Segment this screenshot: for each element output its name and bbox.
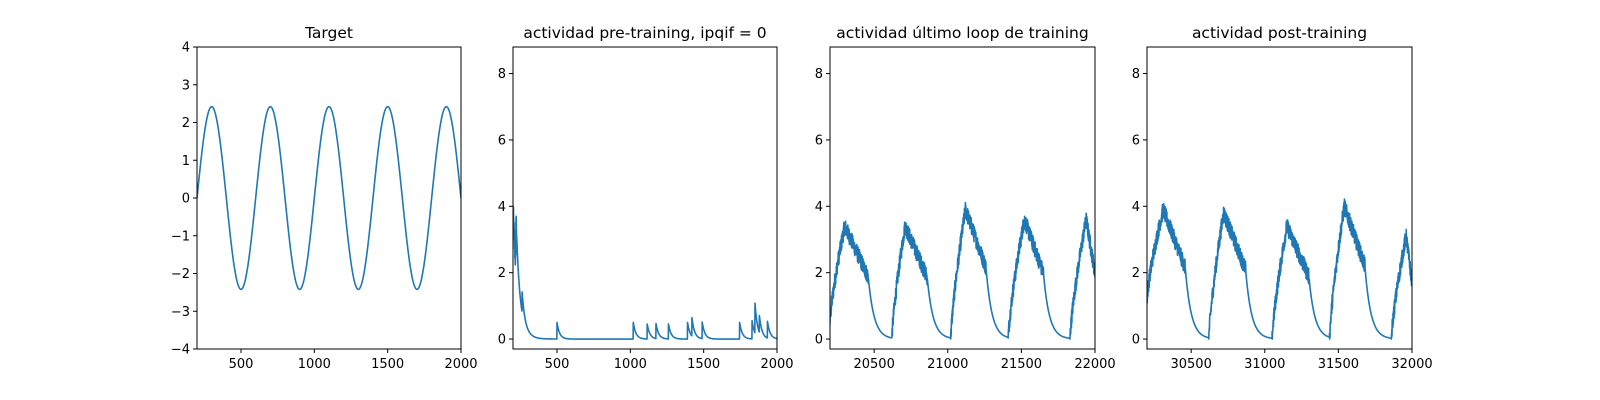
x-tick-label: 1500 (687, 357, 720, 372)
x-tick-label: 1000 (298, 357, 331, 372)
panel-title: actividad pre-training, ipqif = 0 (523, 24, 766, 42)
y-tick-label: −1 (171, 229, 190, 244)
x-tick-label: 2000 (760, 357, 793, 372)
y-tick-label: 4 (1132, 200, 1140, 215)
y-tick-label: 4 (815, 200, 823, 215)
x-tick-label: 32000 (1391, 357, 1432, 372)
x-tick-label: 20500 (853, 357, 894, 372)
series-line (513, 205, 777, 340)
y-tick-label: 2 (182, 116, 190, 131)
subplot: 30500 31000 31500 32000 0 2 4 6 8 (1132, 46, 1433, 372)
x-tick-label: 21000 (927, 357, 968, 372)
y-tick-label: −3 (171, 305, 190, 320)
y-tick-label: −2 (171, 267, 190, 282)
y-tick-label: 1 (182, 154, 190, 169)
x-tick-label: 2000 (444, 357, 477, 372)
y-tick-label: 8 (815, 67, 823, 82)
panel-title: Target (304, 24, 353, 42)
y-tick-label: 6 (815, 133, 823, 148)
y-tick-label: 0 (498, 333, 506, 348)
y-tick-label: 4 (182, 41, 190, 56)
x-tick-label: 31000 (1244, 357, 1285, 372)
series-line (197, 105, 461, 291)
axes-frame (1146, 46, 1413, 350)
y-tick-label: 6 (498, 133, 506, 148)
x-tick-label: 1000 (614, 357, 647, 372)
axes-frame (512, 46, 778, 350)
x-tick-label: 1500 (371, 357, 404, 372)
subplot: 500 1000 1500 2000 0 2 4 6 8 (498, 46, 794, 372)
x-tick-label: 500 (545, 357, 570, 372)
y-tick-label: 8 (498, 67, 506, 82)
y-tick-label: 0 (815, 333, 823, 348)
y-tick-label: 3 (182, 78, 190, 93)
y-tick-label: 2 (815, 266, 823, 281)
series-line (1147, 198, 1412, 340)
x-tick-label: 30500 (1170, 357, 1211, 372)
panel-title: actividad post-training (1192, 24, 1367, 42)
y-tick-label: 2 (1132, 266, 1140, 281)
y-tick-label: 0 (182, 192, 190, 207)
x-tick-label: 500 (229, 357, 254, 372)
panel-title: actividad último loop de training (836, 24, 1088, 42)
subplot: 500 1000 1500 2000 −4 −3 −2 −1 0 1 2 3 4 (171, 41, 478, 373)
axes-frame (829, 46, 1096, 350)
series-line (830, 201, 1095, 340)
y-tick-label: 6 (1132, 133, 1140, 148)
y-tick-label: 4 (498, 200, 506, 215)
y-tick-label: 2 (498, 266, 506, 281)
y-tick-label: −4 (171, 343, 190, 358)
y-tick-label: 0 (1132, 333, 1140, 348)
x-tick-label: 31500 (1318, 357, 1359, 372)
y-tick-label: 8 (1132, 67, 1140, 82)
x-tick-label: 22000 (1074, 357, 1115, 372)
x-tick-label: 21500 (1001, 357, 1042, 372)
subplot: 20500 21000 21500 22000 0 2 4 6 8 (815, 46, 1116, 372)
